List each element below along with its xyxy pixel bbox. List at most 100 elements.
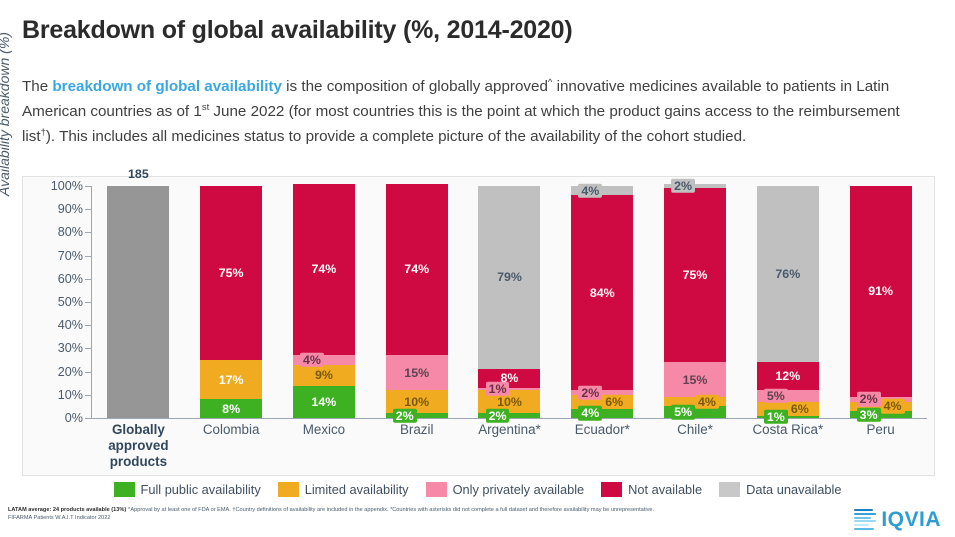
bar-segment-full[interactable]: 2% [385,408,448,423]
segment-value-label: 17% [218,372,244,387]
bar-segment-full[interactable]: 14% [292,385,355,418]
bar-column[interactable]: 2% 10% 15% 74% Brazil [370,183,463,437]
y-axis-label: Availability breakdown (%) [0,32,12,196]
bar-segment-limited[interactable]: 10% [478,390,541,414]
bar-column[interactable]: 5% 4% 15% 75% 2% Chile* [649,178,742,437]
legend-item[interactable]: Data unavailable [719,481,841,497]
x-axis-label: Argentina* [463,422,556,438]
legend-swatch-icon [113,481,135,497]
bar-segment-private[interactable]: 15% [385,355,448,391]
segment-value-label: 1% [763,409,788,425]
segment-value-label: 2% [578,385,603,400]
x-axis-label-line: Costa Rica* [752,422,824,437]
bar-segment-unavailable[interactable] [107,186,170,418]
bar-segment-private[interactable]: 15% [664,362,727,398]
bar-column[interactable]: 1% 6% 5% 12% 76% Costa Rica* [741,186,834,437]
segment-value-label: 1% [485,381,510,397]
y-tick-mark [85,371,92,373]
footnote-rest-a: ^Approval by at least one of FDA or EMA. [126,507,233,513]
y-tick-mark [85,418,92,419]
y-tick-label: 80% [57,225,83,240]
bar-segment-full[interactable]: 5% [664,405,727,420]
bar-segment-full[interactable]: 1% [756,409,819,425]
segment-value-label: 75% [682,268,708,283]
bar-segment-unavailable[interactable]: 2% [664,178,727,194]
legend-swatch-icon [601,481,623,497]
bar-segment-unavailable[interactable]: 76% [756,186,819,363]
segment-value-label: 6% [602,394,627,409]
logo-bars-icon [854,509,877,530]
bar-column[interactable]: 2% 10% 1% 8% 79% Argentina* [463,186,556,437]
bar-segment-limited[interactable]: 17% [200,360,263,400]
bar-segment-limited[interactable]: 9% [292,364,355,386]
bar-segment-limited[interactable]: 4% [664,394,727,409]
legend-item[interactable]: Full public availability [113,481,261,497]
y-tick-mark [85,232,92,234]
y-tick-label: 100% [50,179,83,193]
page-title: Breakdown of global availability (%, 201… [22,16,573,44]
stacked-bar[interactable]: 5% 4% 15% 75% 2% [664,178,727,420]
intro-text-c: innovative medicines available to patien… [22,78,890,121]
stacked-bar[interactable]: 3% 4% 2% 91% [849,186,912,422]
bar-column[interactable]: 4% 6% 2% 84% 4% Ecuador* [556,183,649,437]
bar-segment-private[interactable]: 5% [756,388,819,404]
bar-segment-private[interactable]: 2% [571,385,634,400]
segment-value-label: 15% [682,372,708,387]
segment-value-label: 6% [787,401,812,416]
y-tick-label: 0% [64,411,83,425]
bar-segment-notavail[interactable]: 75% [200,186,263,360]
y-tick-mark [85,348,92,350]
bar-segment-notavail[interactable]: 12% [756,362,819,391]
bar-segment-unavailable[interactable]: 79% [478,186,541,370]
bar-column[interactable]: 8% 17% 75% Colombia [185,186,278,437]
bar-segment-notavail[interactable]: 75% [664,188,727,363]
bar-segment-full[interactable]: 2% [478,408,541,423]
y-tick-mark [85,186,92,187]
bar-column[interactable]: 185 Globally approved products [92,167,185,469]
bar-segment-notavail[interactable]: 74% [385,183,448,356]
bar-segment-limited[interactable]: 4% [849,399,912,414]
intro-highlight: breakdown of global availability [52,78,282,96]
bar-segment-notavail[interactable]: 84% [571,195,634,391]
bar-segment-private[interactable]: 4% [292,352,355,368]
stacked-bar[interactable]: 2% 10% 15% 74% [385,183,448,423]
segment-value-label: 4% [578,183,603,198]
chart-legend: Full public availability Limited availabi… [22,478,933,500]
stacked-bar[interactable]: 14% 9% 4% 74% [292,183,355,418]
plot-area: 0% 10% 20% 30% 40% 50% 60% 70% 80% 90% 100% 185 Glo… [51,167,927,469]
bar-segment-notavail[interactable]: 74% [292,183,355,356]
bar-segment-unavailable[interactable]: 4% [571,183,634,198]
segment-value-label: 2% [856,392,881,407]
stacked-bar[interactable]: 2% 10% 1% 8% 79% [478,186,541,423]
legend-item[interactable]: Limited availability [277,481,409,497]
x-axis-label-line: Peru [866,422,895,437]
bar-segment-notavail[interactable]: 91% [849,186,912,398]
segment-value-label: 74% [311,262,337,277]
stacked-bar[interactable]: 4% 6% 2% 84% 4% [571,183,634,421]
legend-label: Full public availability [140,481,261,497]
bar-segment-full[interactable]: 8% [200,399,263,418]
bar-column[interactable]: 14% 9% 4% 74% Mexico [278,183,371,437]
bar-total-label: 185 [128,167,149,181]
bar-segment-full[interactable]: 4% [571,406,634,421]
bar-segment-private[interactable]: 1% [478,381,541,397]
bar-column[interactable]: 3% 4% 2% 91% Peru [834,186,927,437]
intro-text-d: June 2022 (for most countries this is th… [22,103,900,146]
stacked-bar[interactable]: 1% 6% 5% 12% 76% [756,186,819,425]
intro-text-a: The [22,78,53,96]
segment-value-label: 4% [880,399,905,414]
bar-segment-full[interactable]: 3% [849,407,912,422]
x-axis-label-line: Globally [111,422,165,437]
x-axis-label-line: Colombia [202,422,260,437]
legend-label: Limited availability [304,481,409,497]
legend-item[interactable]: Not available [601,481,702,497]
segment-value-label: 10% [404,394,430,409]
intro-sup-dagger: † [40,127,46,139]
intro-sup-st: st [201,102,210,114]
legend-item[interactable]: Only privately available [425,481,584,497]
stacked-bar[interactable]: 185 [107,167,170,418]
bar-segment-limited[interactable]: 10% [385,390,448,414]
stacked-bar[interactable]: 8% 17% 75% [200,186,263,418]
segment-value-label: 15% [404,365,430,380]
y-tick-label: 90% [57,202,83,217]
